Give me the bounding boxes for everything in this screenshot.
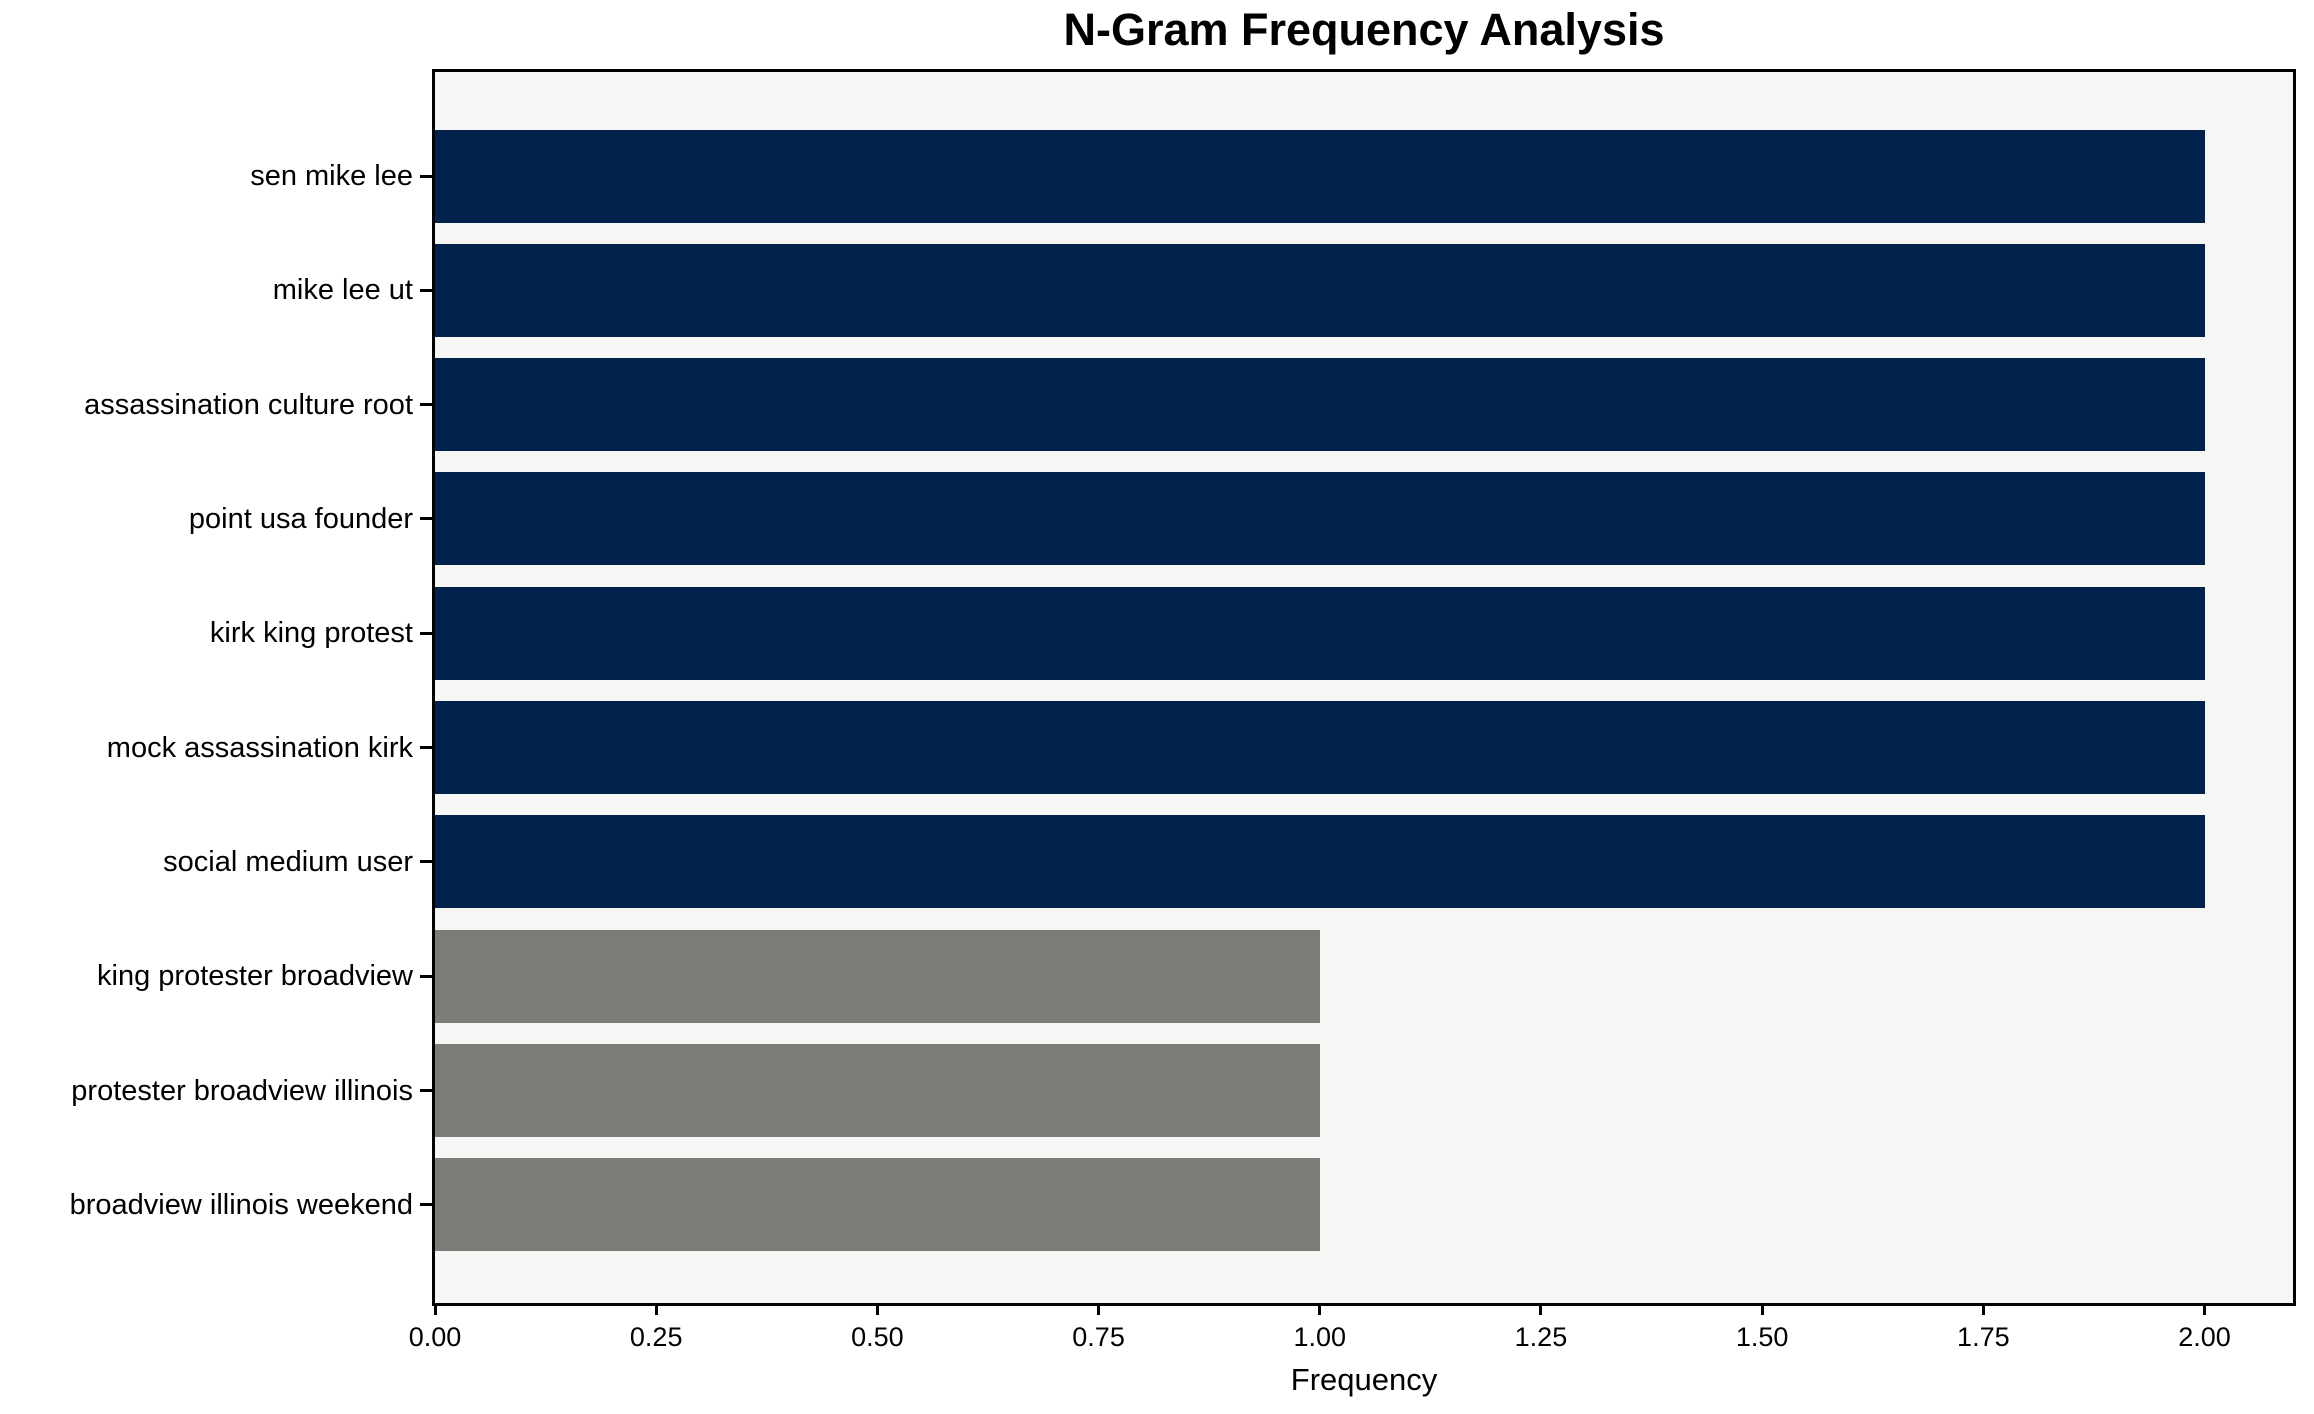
x-tick-label: 2.00 [2178, 1322, 2231, 1352]
y-category-label: sen mike lee [250, 160, 413, 192]
y-tick-mark [420, 860, 432, 864]
x-tick-mark [1760, 1303, 1764, 1315]
y-category-label: kirk king protest [209, 617, 413, 650]
x-tick-label: 0.75 [1072, 1322, 1125, 1352]
y-category-label: king protester broadview [97, 960, 413, 993]
chart-title: N-Gram Frequency Analysis [1063, 4, 1665, 55]
bar-protester-broadview-illinois [435, 1044, 1320, 1138]
y-category-label: mike lee ut [272, 274, 413, 307]
bar-king-protester-broadview [435, 929, 1320, 1023]
bar-mock-assassination-kirk [435, 701, 2205, 795]
bar-assassination-culture-root [435, 358, 2205, 452]
y-tick-mark [420, 1203, 432, 1207]
x-tick-label: 0.00 [408, 1322, 462, 1352]
y-tick-mark [420, 974, 432, 978]
y-tick-mark [420, 174, 432, 178]
x-tick-mark [1539, 1303, 1543, 1315]
bar-social-medium-user [435, 815, 2205, 909]
x-tick-mark [433, 1303, 437, 1315]
x-tick-mark [875, 1303, 879, 1315]
bar-broadview-illinois-weekend [435, 1158, 1320, 1252]
y-tick-mark [420, 746, 432, 750]
x-tick-mark [1981, 1303, 1985, 1315]
x-tick-label: 1.25 [1514, 1322, 1568, 1352]
x-tick-label: 0.50 [851, 1322, 904, 1352]
x-tick-mark [2203, 1303, 2207, 1315]
y-category-label: assassination culture root [84, 388, 413, 421]
bar-kirk-king-protest [435, 586, 2205, 680]
y-category-label: protester broadview illinois [71, 1074, 413, 1107]
y-tick-mark [420, 288, 432, 292]
x-tick-mark [654, 1303, 658, 1315]
y-category-label: mock assassination kirk [106, 731, 413, 764]
y-tick-mark [420, 1089, 432, 1093]
x-tick-label: 1.75 [1957, 1322, 2010, 1352]
bar-point-usa-founder [435, 472, 2205, 566]
x-tick-label: 1.50 [1735, 1322, 1789, 1352]
y-category-label: broadview illinois weekend [69, 1188, 413, 1221]
x-axis-label: Frequency [1290, 1362, 1438, 1397]
x-tick-label: 1.00 [1293, 1322, 1347, 1352]
bar-sen-mike-lee [435, 129, 2205, 223]
y-category-label: point usa founder [188, 502, 413, 535]
plot-area [432, 69, 2296, 1306]
x-tick-mark [1097, 1303, 1101, 1315]
y-tick-mark [420, 403, 432, 407]
bar-mike-lee-ut [435, 243, 2205, 337]
x-tick-label: 0.25 [629, 1322, 683, 1352]
y-tick-mark [420, 631, 432, 635]
y-category-label: social medium user [163, 845, 413, 878]
x-tick-mark [1318, 1303, 1322, 1315]
y-tick-mark [420, 517, 432, 521]
